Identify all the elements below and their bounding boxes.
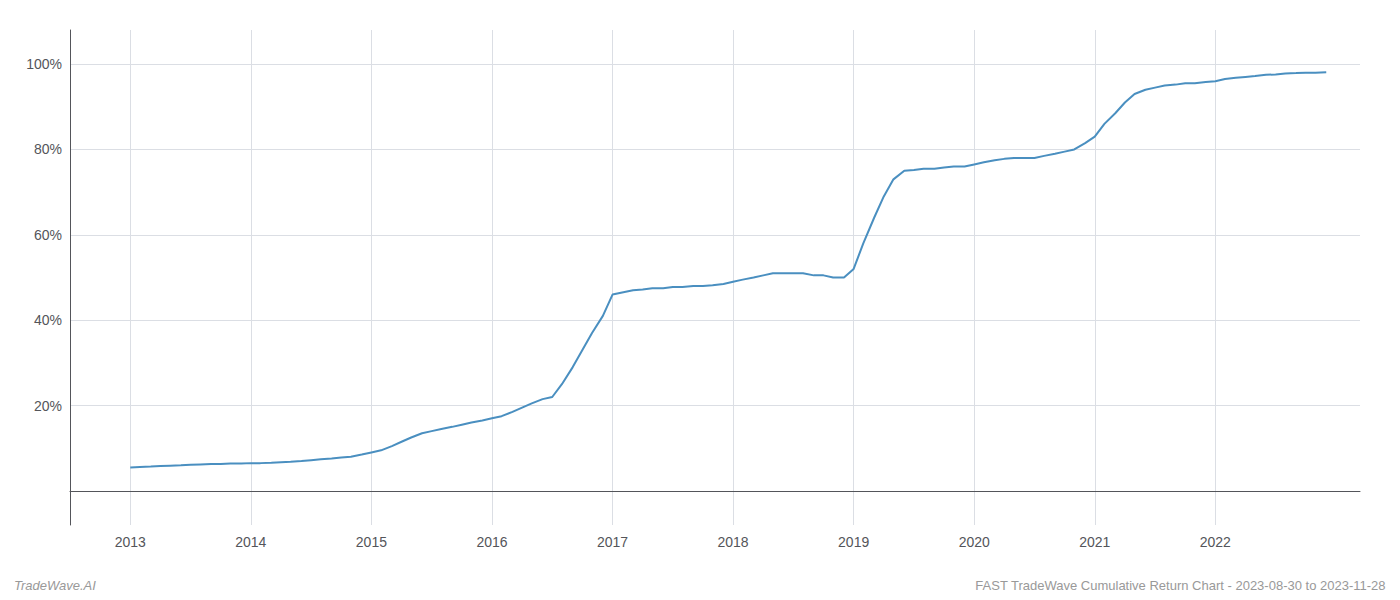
svg-text:2021: 2021 [1079,534,1110,550]
svg-text:2015: 2015 [356,534,387,550]
svg-text:20%: 20% [34,398,62,414]
svg-text:2016: 2016 [476,534,507,550]
svg-text:2019: 2019 [838,534,869,550]
svg-text:2017: 2017 [597,534,628,550]
svg-text:40%: 40% [34,312,62,328]
svg-text:2022: 2022 [1200,534,1231,550]
svg-text:2013: 2013 [115,534,146,550]
svg-text:100%: 100% [26,56,62,72]
svg-text:FAST TradeWave Cumulative Retu: FAST TradeWave Cumulative Return Chart -… [975,578,1385,593]
svg-text:2014: 2014 [235,534,266,550]
svg-text:2020: 2020 [959,534,990,550]
svg-text:2018: 2018 [718,534,749,550]
svg-text:80%: 80% [34,141,62,157]
svg-text:TradeWave.AI: TradeWave.AI [14,578,96,593]
svg-text:60%: 60% [34,227,62,243]
